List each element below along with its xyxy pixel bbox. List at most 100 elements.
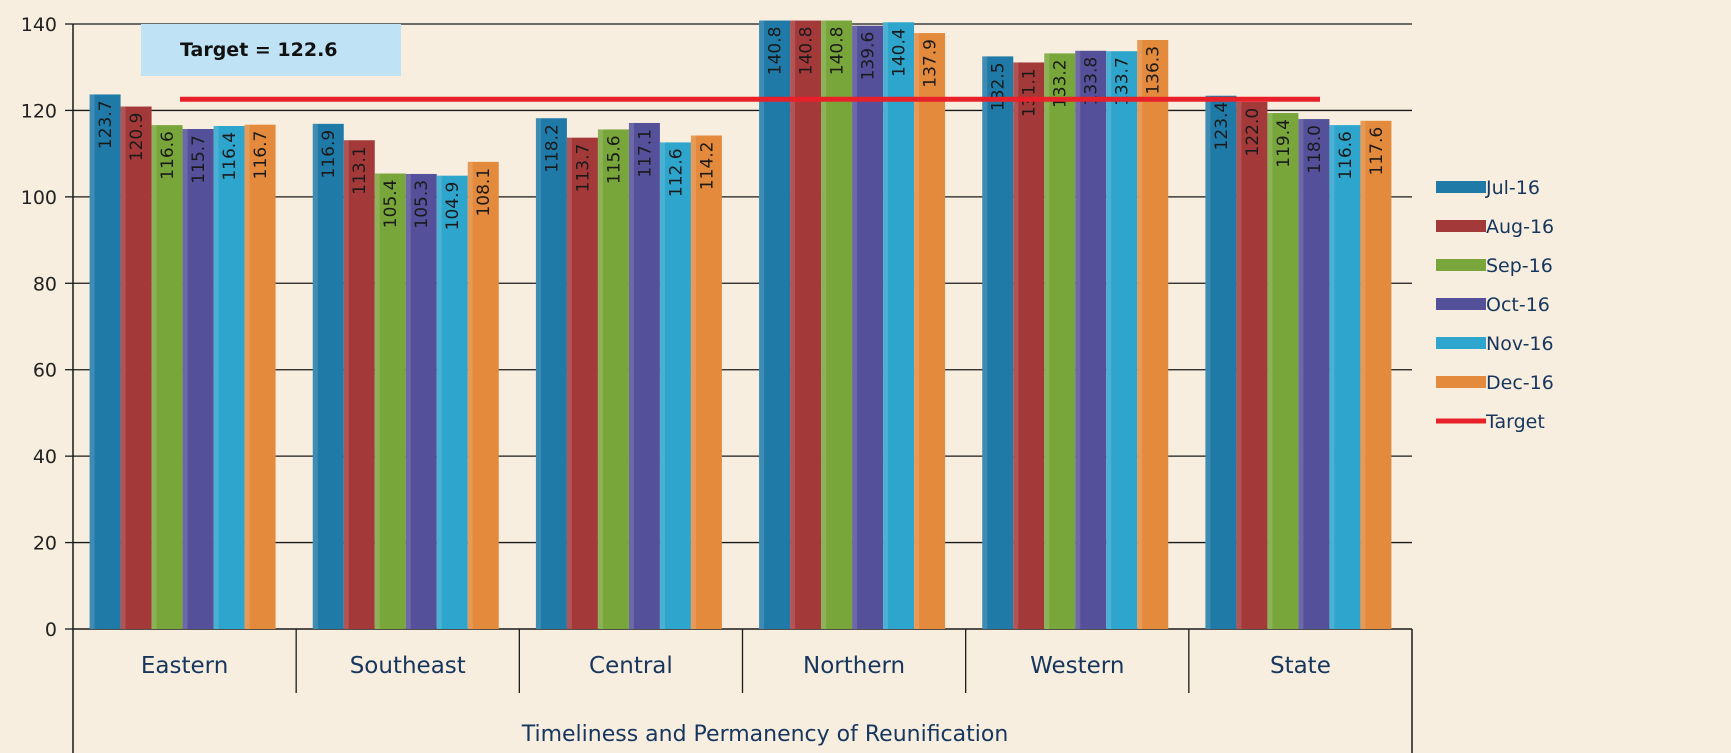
data-label: 122.0 bbox=[1243, 108, 1263, 157]
data-label: 105.3 bbox=[412, 180, 432, 229]
bar-highlight bbox=[1205, 95, 1211, 629]
y-tick-label: 140 bbox=[21, 14, 57, 36]
bar bbox=[690, 135, 722, 629]
bar bbox=[244, 124, 276, 630]
data-label: 113.7 bbox=[573, 144, 593, 193]
data-label: 139.6 bbox=[859, 32, 879, 81]
bar bbox=[821, 20, 853, 630]
data-label: 140.8 bbox=[797, 27, 817, 76]
data-label: 133.8 bbox=[1082, 57, 1102, 106]
bar bbox=[914, 33, 946, 629]
data-label: 133.7 bbox=[1113, 57, 1133, 106]
data-label: 120.9 bbox=[127, 113, 147, 162]
bar bbox=[597, 129, 629, 629]
bar-highlight bbox=[914, 33, 920, 629]
bar-highlight bbox=[821, 20, 827, 630]
bar-highlight bbox=[982, 56, 988, 630]
bar-highlight bbox=[659, 142, 665, 629]
data-label: 133.2 bbox=[1051, 59, 1071, 108]
data-label: 116.6 bbox=[1336, 131, 1356, 180]
bars bbox=[89, 20, 1392, 630]
bar bbox=[1044, 53, 1076, 629]
bar-highlight bbox=[374, 173, 380, 629]
legend-label: Sep-16 bbox=[1486, 255, 1553, 277]
bar-highlight bbox=[213, 125, 219, 629]
legend-label: Target bbox=[1485, 411, 1545, 433]
bar bbox=[1205, 95, 1237, 629]
bar-highlight bbox=[597, 129, 603, 629]
data-label: 118.2 bbox=[542, 124, 562, 173]
data-label: 113.1 bbox=[350, 146, 370, 195]
data-label: 140.8 bbox=[766, 27, 786, 76]
bar bbox=[759, 20, 791, 630]
category-label: Western bbox=[1030, 653, 1124, 679]
data-label: 116.7 bbox=[251, 131, 271, 180]
bar bbox=[1329, 125, 1361, 629]
bar-highlight bbox=[182, 129, 188, 629]
bar bbox=[467, 161, 499, 629]
category-label: Central bbox=[589, 653, 673, 679]
y-tick-label: 0 bbox=[45, 619, 57, 641]
bar-highlight bbox=[1137, 39, 1143, 630]
bar-highlight bbox=[467, 161, 473, 629]
bar-highlight bbox=[628, 122, 634, 629]
bar bbox=[852, 25, 884, 629]
legend-label: Jul-16 bbox=[1485, 177, 1540, 199]
legend-swatch bbox=[1436, 181, 1486, 193]
category-label: State bbox=[1270, 653, 1331, 679]
data-label: 116.6 bbox=[158, 131, 178, 180]
legend-label: Aug-16 bbox=[1486, 216, 1554, 238]
bar-highlight bbox=[690, 135, 696, 629]
bar bbox=[1013, 62, 1045, 630]
bar bbox=[89, 94, 121, 630]
bar bbox=[1106, 51, 1138, 630]
data-label: 115.6 bbox=[604, 135, 624, 184]
bar bbox=[1236, 101, 1268, 630]
bar-highlight bbox=[1298, 119, 1304, 630]
bar-highlight bbox=[852, 25, 858, 629]
bar-highlight bbox=[535, 118, 541, 629]
bar-highlight bbox=[1013, 62, 1019, 630]
data-label: 136.3 bbox=[1144, 46, 1164, 95]
bar-highlight bbox=[312, 123, 318, 629]
bar bbox=[182, 129, 214, 629]
legend-swatch bbox=[1436, 337, 1486, 349]
bar-highlight bbox=[1106, 51, 1112, 630]
bar bbox=[120, 106, 152, 629]
category-label: Eastern bbox=[141, 653, 228, 679]
data-label: 117.1 bbox=[635, 129, 655, 178]
data-label: 114.2 bbox=[697, 141, 717, 190]
data-label: 116.9 bbox=[319, 130, 339, 179]
bar bbox=[374, 173, 406, 629]
bar bbox=[628, 122, 660, 629]
legend-swatch bbox=[1436, 220, 1486, 232]
bar-highlight bbox=[883, 22, 889, 630]
y-tick-label: 120 bbox=[21, 100, 57, 122]
bar bbox=[659, 142, 691, 629]
bar-highlight bbox=[89, 94, 95, 630]
bar-highlight bbox=[1329, 125, 1335, 629]
data-label: 140.4 bbox=[890, 28, 910, 77]
bar-highlight bbox=[343, 140, 349, 629]
bar-highlight bbox=[1075, 50, 1081, 630]
bar-highlight bbox=[759, 20, 765, 630]
bar-highlight bbox=[120, 106, 126, 629]
bar bbox=[405, 173, 437, 630]
legend-swatch bbox=[1436, 298, 1486, 310]
bar bbox=[535, 118, 567, 629]
data-label: 105.4 bbox=[381, 180, 401, 229]
bar bbox=[883, 22, 915, 630]
legend-swatch bbox=[1436, 259, 1486, 271]
data-label: 132.5 bbox=[989, 62, 1009, 111]
bar-highlight bbox=[790, 20, 796, 630]
bar-highlight bbox=[405, 173, 411, 630]
bar-highlight bbox=[244, 124, 250, 630]
x-axis-title: Timeliness and Permanency of Reunificati… bbox=[521, 722, 1009, 747]
bar-highlight bbox=[1044, 53, 1050, 629]
bar-highlight bbox=[566, 137, 572, 629]
bar bbox=[1360, 120, 1392, 630]
data-label: 118.0 bbox=[1305, 125, 1325, 174]
bar bbox=[566, 137, 598, 629]
bar bbox=[213, 125, 245, 629]
data-label: 131.1 bbox=[1020, 68, 1040, 117]
